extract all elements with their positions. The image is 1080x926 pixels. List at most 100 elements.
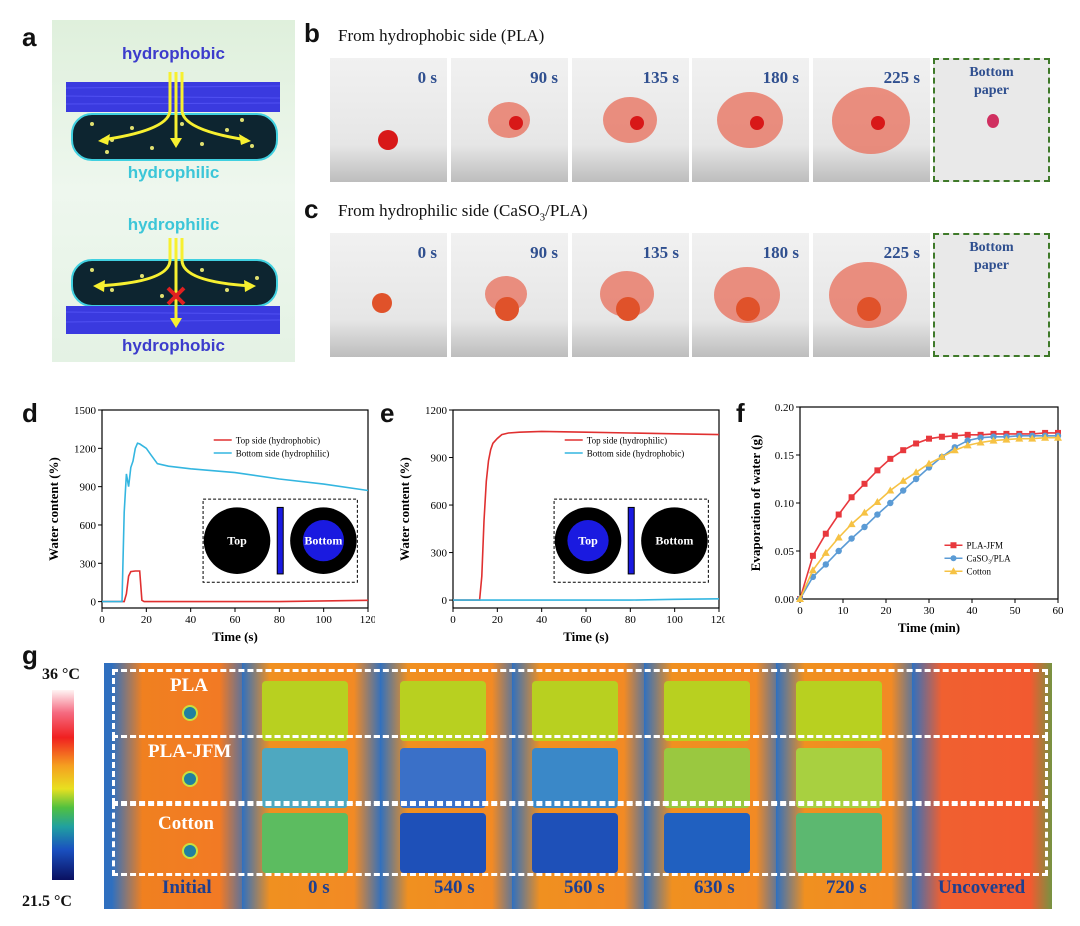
thermal-image: PLA PLA-JFM Cotton Initial 0 s 540 s 560 s 630 …: [104, 663, 1052, 909]
data-point: [976, 438, 985, 446]
y-tick-label: 300: [431, 548, 448, 560]
data-point: [912, 468, 921, 476]
sample-patch: [796, 681, 882, 741]
data-point: [861, 480, 868, 487]
frame-label: 630 s: [694, 877, 735, 898]
y-axis-label: Water content (%): [46, 457, 61, 561]
legend-label: Top side (hydrophilic): [587, 436, 667, 446]
data-point: [848, 494, 855, 501]
x-tick-label: 120: [711, 614, 725, 626]
panel-b-letter: b: [304, 18, 320, 48]
data-point: [808, 566, 817, 574]
data-point: [1002, 435, 1011, 443]
water-droplet: [378, 130, 398, 150]
data-point: [1054, 433, 1062, 441]
data-point: [1028, 434, 1037, 442]
x-axis-label: Time (s): [212, 629, 258, 644]
x-tick-label: 0: [99, 614, 105, 626]
cross-section-bar: [276, 506, 284, 575]
water-droplet: [509, 116, 523, 130]
spot-marker: [182, 705, 198, 721]
panel_c-photo-frame: 180 s: [692, 233, 809, 357]
water-droplet: [736, 297, 760, 321]
time-label: 135 s: [642, 243, 679, 262]
x-tick-label: 0: [450, 614, 456, 626]
y-tick-label: 1500: [74, 405, 97, 417]
x-tick-label: 20: [881, 605, 893, 617]
panel-a-letter: a: [22, 22, 37, 52]
sample-patch: [262, 681, 348, 741]
data-point: [951, 432, 958, 439]
block-cross-icon: [166, 286, 186, 306]
data-point: [887, 499, 894, 507]
x-tick-label: 80: [274, 614, 286, 626]
leak-spot: [987, 114, 999, 128]
data-point: [873, 498, 882, 506]
label-hydrophobic-top: hydrophobic: [122, 44, 225, 63]
inset-bottom-disc: [641, 507, 708, 574]
y-tick-label: 900: [431, 453, 448, 465]
inset-bottom-label: Bottom: [655, 534, 693, 548]
data-point: [964, 431, 971, 438]
data-point: [938, 433, 945, 440]
panel-a-schematic: hydrophobic hydrophilic hydrophilic hydr…: [52, 20, 295, 362]
data-point: [963, 441, 972, 449]
scale-min-label: 21.5 °C: [22, 893, 72, 910]
sample-patch: [664, 813, 750, 873]
data-point: [874, 511, 881, 518]
panel_c-bottom-paper-frame: Bottom paper: [933, 233, 1050, 357]
data-point: [925, 459, 933, 467]
inset-top-disc: [203, 507, 271, 574]
frame-label: 560 s: [564, 877, 605, 898]
sample-row-box: [112, 669, 1048, 738]
sample-label: PLA: [170, 675, 208, 696]
x-tick-label: 50: [1010, 605, 1022, 617]
panel-c-letter: c: [304, 194, 319, 224]
panel_b-bottom-paper-frame: Bottom paper: [933, 58, 1050, 182]
x-axis-label: Time (s): [563, 629, 609, 644]
x-tick-label: 0: [797, 605, 803, 617]
x-tick-label: 40: [967, 605, 979, 617]
data-point: [796, 595, 804, 602]
label-hydrophobic-bottom: hydrophobic: [122, 336, 225, 355]
y-tick-label: 300: [80, 558, 97, 570]
y-tick-label: 1200: [425, 405, 448, 417]
data-point: [989, 436, 998, 444]
x-tick-label: 100: [315, 614, 332, 626]
series-line: [453, 430, 720, 601]
panel_c-photo-frame: 225 s: [813, 233, 930, 357]
data-point: [834, 533, 843, 541]
data-point: [821, 548, 830, 556]
data-point: [900, 447, 907, 454]
y-tick-label: 0.20: [775, 402, 795, 414]
y-tick-label: 0.10: [775, 498, 795, 510]
cross-section-bar: [627, 506, 635, 575]
water-droplet: [871, 116, 885, 130]
data-point: [1041, 433, 1050, 441]
data-point: [835, 511, 842, 518]
x-tick-label: 60: [581, 614, 593, 626]
y-axis-label: Water content (%): [397, 457, 412, 561]
sample-label: Cotton: [158, 813, 214, 834]
data-point: [822, 561, 829, 568]
data-point: [860, 508, 869, 516]
data-point: [886, 486, 895, 494]
data-point: [912, 475, 920, 483]
series-line: [102, 442, 369, 603]
data-point: [835, 547, 842, 555]
label-hydrophilic-bottom: hydrophilic: [127, 215, 220, 234]
inset-top-label: Top: [578, 534, 598, 548]
x-tick-label: 40: [185, 614, 197, 626]
panel_b-photo-frame: 0 s: [330, 58, 447, 182]
x-tick-label: 100: [666, 614, 683, 626]
y-tick-label: 0.15: [775, 450, 795, 462]
time-label: 225 s: [883, 243, 920, 262]
data-point: [913, 440, 920, 447]
panel_b-photo-frame: 180 s: [692, 58, 809, 182]
panel-b-title: From hydrophobic side (PLA): [338, 26, 545, 45]
sample-patch: [664, 681, 750, 741]
legend-label: Bottom side (hydrophilic): [236, 449, 330, 459]
sample-patch: [262, 748, 348, 808]
x-tick-label: 40: [536, 614, 548, 626]
